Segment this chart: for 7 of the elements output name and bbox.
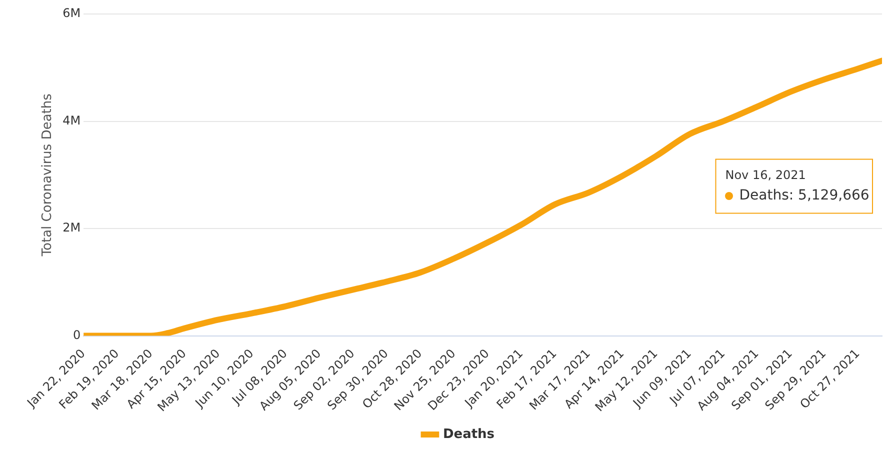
- y-axis-title: Total Coronavirus Deaths: [40, 93, 56, 258]
- y-tick-label: 4M: [62, 113, 81, 128]
- y-tick-label: 6M: [62, 6, 81, 20]
- annotation: Nov 16, 2021 Deaths: 5,129,666: [725, 168, 870, 204]
- y-tick-label: 2M: [62, 220, 81, 235]
- y-tick-label: 0: [72, 328, 81, 342]
- legend-label: Deaths: [442, 426, 495, 442]
